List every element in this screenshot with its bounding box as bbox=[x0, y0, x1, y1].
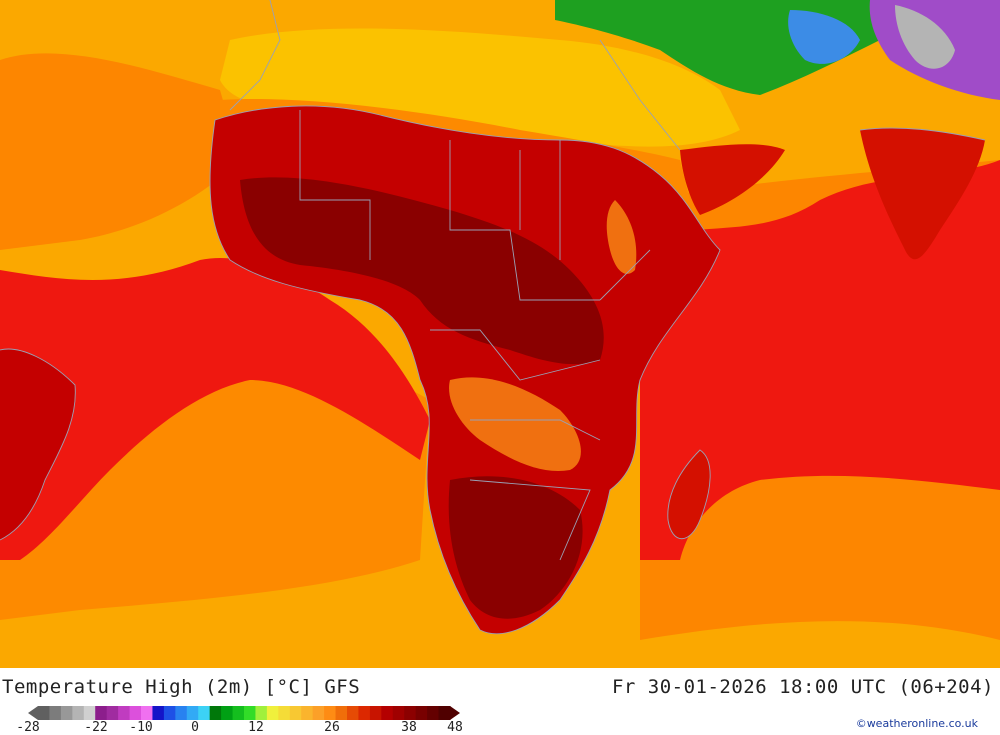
legend-tick: 0 bbox=[191, 720, 199, 735]
legend-color-swatch bbox=[358, 706, 371, 720]
north-africa-mild bbox=[220, 28, 740, 147]
legend-tick: 26 bbox=[324, 720, 340, 735]
legend-color-swatch bbox=[255, 706, 268, 720]
south-america-hot bbox=[0, 349, 76, 540]
map-footer: Temperature High (2m) [°C] GFS Fr 30-01-… bbox=[0, 668, 1000, 735]
legend-tick: 38 bbox=[401, 720, 417, 735]
legend-color-swatch bbox=[266, 706, 279, 720]
legend-color-swatch bbox=[415, 706, 428, 720]
forecast-datetime: Fr 30-01-2026 18:00 UTC (06+204) bbox=[611, 676, 994, 698]
caspian-grey bbox=[895, 5, 955, 69]
legend-tick: 48 bbox=[447, 720, 463, 735]
legend-labels: -28 -22 -10 0 12 26 38 48 bbox=[0, 720, 480, 735]
legend-color-swatch bbox=[163, 706, 176, 720]
country-borders bbox=[0, 0, 986, 635]
central-africa-extreme bbox=[240, 177, 604, 365]
madagascar-hot bbox=[667, 450, 711, 539]
legend-color-swatch bbox=[198, 706, 211, 720]
legend-tick: 12 bbox=[248, 720, 264, 735]
legend-color-swatch bbox=[141, 706, 153, 720]
congo-orange-patch bbox=[449, 377, 581, 471]
legend-tick: -28 bbox=[16, 720, 40, 735]
legend-color-swatch bbox=[186, 706, 199, 720]
legend-color-swatch bbox=[244, 706, 256, 720]
ethiopia-highland-patch bbox=[606, 200, 637, 274]
legend-color-swatch bbox=[175, 706, 188, 720]
legend-color-swatch bbox=[324, 706, 337, 720]
southern-africa-extreme bbox=[448, 476, 583, 619]
atlantic-hot-band bbox=[0, 258, 430, 560]
legend-color-swatch bbox=[106, 706, 119, 720]
indian-ocean-hot-band bbox=[640, 160, 1000, 560]
legend-color-swatch bbox=[118, 706, 131, 720]
legend-color-swatch bbox=[404, 706, 417, 720]
legend-color-swatch bbox=[209, 706, 222, 720]
temperature-map bbox=[0, 0, 1000, 668]
legend-tick: -10 bbox=[129, 720, 153, 735]
legend-color-swatch bbox=[278, 706, 291, 720]
legend-color-swatch bbox=[369, 706, 382, 720]
color-scale-legend bbox=[28, 706, 460, 720]
source-credit-link[interactable]: ©weatheronline.co.uk bbox=[855, 717, 978, 730]
legend-color-swatch bbox=[289, 706, 302, 720]
near-east-blue bbox=[788, 10, 860, 64]
legend-color-swatch bbox=[152, 706, 165, 720]
legend-color-swatch bbox=[312, 706, 325, 720]
legend-color-swatch bbox=[60, 706, 73, 720]
legend-color-swatch bbox=[72, 706, 85, 720]
legend-color-swatch bbox=[301, 706, 314, 720]
map-title: Temperature High (2m) [°C] GFS bbox=[2, 676, 361, 698]
legend-color-swatch bbox=[381, 706, 394, 720]
legend-color-swatch bbox=[438, 706, 451, 720]
north-atlantic-warm-band bbox=[0, 53, 240, 250]
legend-color-swatch bbox=[427, 706, 440, 720]
legend-color-swatch bbox=[232, 706, 245, 720]
legend-color-swatch bbox=[392, 706, 405, 720]
legend-color-swatch bbox=[129, 706, 142, 720]
legend-tick: -22 bbox=[84, 720, 108, 735]
legend-color-swatch bbox=[38, 706, 50, 720]
legend-color-swatch bbox=[83, 706, 96, 720]
red-sea-arabia-hot bbox=[680, 144, 785, 215]
legend-color-swatch bbox=[95, 706, 108, 720]
legend-arrow-low bbox=[28, 706, 38, 720]
legend-color-swatch bbox=[347, 706, 359, 720]
legend-arrow-high bbox=[450, 706, 460, 720]
legend-color-swatch bbox=[49, 706, 62, 720]
india-hot bbox=[860, 128, 985, 260]
legend-color-swatch bbox=[335, 706, 348, 720]
legend-color-swatch bbox=[221, 706, 234, 720]
